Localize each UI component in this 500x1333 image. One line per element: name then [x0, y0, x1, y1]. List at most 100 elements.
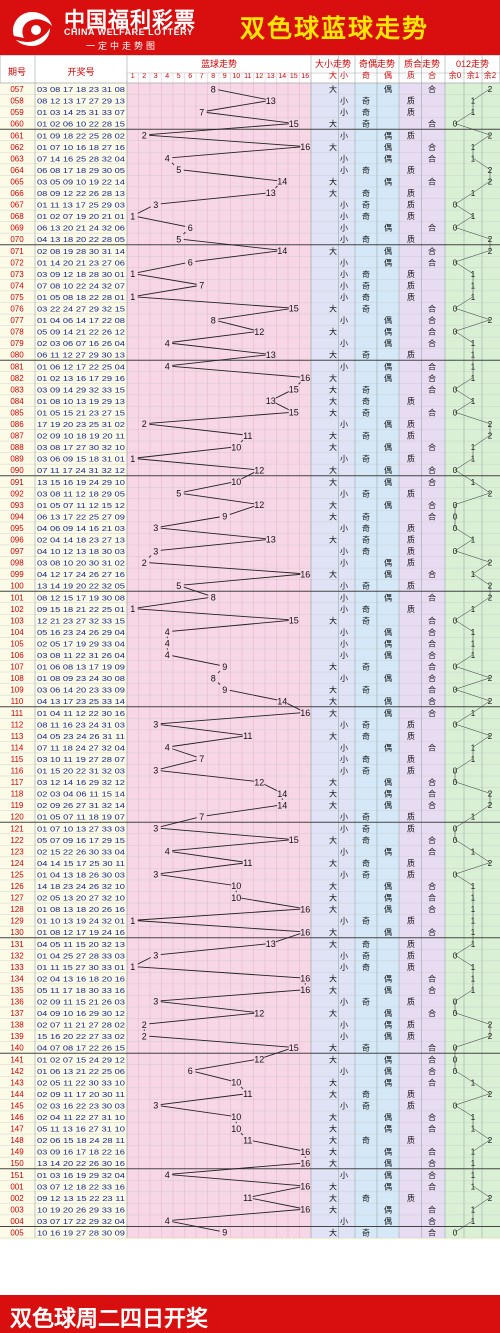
draw-numbers: 01 05 15 21 23 27 15 [37, 408, 125, 417]
period-label: 116 [11, 767, 24, 776]
size-mark: 小 [340, 316, 348, 325]
draw-numbers: 01 04 06 14 17 22 08 [37, 316, 125, 325]
mod-mark: 1 [471, 455, 476, 464]
blue-point-bg [288, 834, 299, 845]
prime-mark: 质 [407, 1135, 415, 1145]
draw-numbers: 01 08 12 17 19 24 16 [37, 928, 125, 937]
mod-mark: 0 [453, 951, 458, 960]
size-mark: 小 [340, 755, 348, 764]
draw-numbers: 06 13 17 22 25 27 09 [37, 512, 125, 521]
header-ball-16: 16 [301, 73, 309, 80]
size-mark: 大 [329, 569, 337, 579]
blue-point-bg [231, 476, 242, 487]
mod-mark: 2 [488, 790, 493, 799]
parity-mark: 奇 [362, 200, 370, 210]
blue-point: 12 [254, 327, 264, 337]
blue-point: 9 [222, 1228, 227, 1238]
prime-mark: 合 [428, 662, 436, 672]
period-label: 142 [10, 1067, 24, 1076]
mod-mark: 1 [471, 905, 476, 914]
parity-mark: 偶 [384, 1031, 392, 1041]
size-mark: 小 [340, 235, 348, 244]
size-mark: 大 [329, 1124, 337, 1134]
parity-mark: 偶 [384, 708, 392, 718]
mod-mark: 0 [453, 870, 458, 879]
prime-mark: 合 [428, 650, 436, 660]
size-mark: 大 [329, 1054, 337, 1064]
size-mark: 大 [329, 777, 337, 787]
blue-point: 4 [165, 338, 170, 348]
blue-point-bg [173, 580, 184, 591]
blue-point-bg [277, 799, 288, 810]
blue-point: 7 [199, 754, 204, 764]
parity-mark: 奇 [362, 546, 370, 556]
blue-point-bg [300, 1204, 311, 1215]
mod-mark: 2 [488, 697, 493, 706]
size-mark: 大 [329, 142, 337, 152]
blue-trend-line [131, 88, 307, 1233]
size-mark: 大 [329, 350, 337, 360]
size-mark: 大 [329, 373, 337, 383]
draw-numbers: 08 11 16 23 24 31 03 [37, 720, 125, 729]
mod-mark: 1 [471, 478, 476, 487]
prime-mark: 质 [407, 731, 415, 741]
blue-point: 16 [300, 1158, 310, 1168]
parity-mark: 偶 [384, 569, 392, 579]
size-mark: 大 [329, 731, 337, 741]
size-mark: 大 [329, 1135, 337, 1145]
prime-mark: 质 [407, 754, 415, 764]
blue-point: 3 [153, 200, 158, 210]
prime-mark: 质 [407, 1031, 415, 1041]
size-mark: 大 [329, 789, 337, 799]
period-label: 099 [10, 570, 24, 579]
prime-mark: 合 [428, 800, 436, 810]
mod-mark: 1 [471, 1217, 476, 1226]
blue-point: 1 [130, 454, 135, 464]
draw-numbers: 04 13 17 23 25 33 14 [37, 697, 125, 706]
size-mark: 小 [340, 605, 348, 614]
parity-mark: 奇 [362, 869, 370, 879]
parity-mark: 奇 [362, 581, 370, 591]
period-label: 061 [10, 131, 24, 140]
draw-numbers: 04 06 09 14 16 21 03 [37, 524, 125, 533]
mod-mark: 1 [471, 628, 476, 637]
period-label: 105 [10, 639, 24, 648]
mod-mark: 2 [488, 85, 493, 94]
parity-mark: 偶 [384, 1170, 392, 1180]
period-label: 004 [10, 1217, 24, 1226]
blue-point-bg [265, 95, 276, 106]
blue-point: 15 [289, 835, 299, 845]
prime-mark: 合 [428, 835, 436, 845]
prime-mark: 合 [428, 1008, 436, 1018]
header-mod-0: 余0 [449, 70, 462, 80]
blue-point: 5 [176, 165, 181, 175]
blue-point: 5 [176, 489, 181, 499]
size-mark: 小 [340, 339, 348, 348]
draw-numbers: 02 05 17 19 29 33 04 [37, 639, 125, 648]
blue-point: 10 [231, 477, 241, 487]
blue-point-bg [162, 1215, 173, 1226]
parity-mark: 奇 [362, 488, 370, 498]
page-title: 双色球蓝球走势 [240, 14, 430, 43]
parity-mark: 偶 [384, 327, 392, 337]
blue-point-bg [254, 1053, 265, 1064]
mod-mark: 1 [471, 1171, 476, 1180]
period-label: 108 [10, 674, 24, 683]
prime-mark: 质 [407, 488, 415, 498]
prime-mark: 质 [407, 812, 415, 822]
blue-point-bg [208, 591, 219, 602]
draw-numbers: 03 22 24 27 29 32 15 [37, 305, 125, 314]
prime-mark: 合 [428, 176, 436, 186]
welfare-lottery-logo-icon [12, 12, 52, 46]
size-mark: 大 [329, 396, 337, 406]
draw-numbers: 04 13 18 20 22 28 05 [37, 235, 125, 244]
mod-mark: 0 [453, 767, 458, 776]
parity-mark: 奇 [362, 535, 370, 545]
draw-numbers: 01 02 06 10 22 28 15 [37, 120, 125, 129]
prime-mark: 质 [407, 419, 415, 429]
blue-point: 11 [243, 858, 252, 868]
prime-mark: 质 [407, 1020, 415, 1030]
period-label: 121 [10, 824, 24, 833]
period-label: 147 [10, 1125, 24, 1134]
mod-mark: 0 [453, 1229, 458, 1238]
